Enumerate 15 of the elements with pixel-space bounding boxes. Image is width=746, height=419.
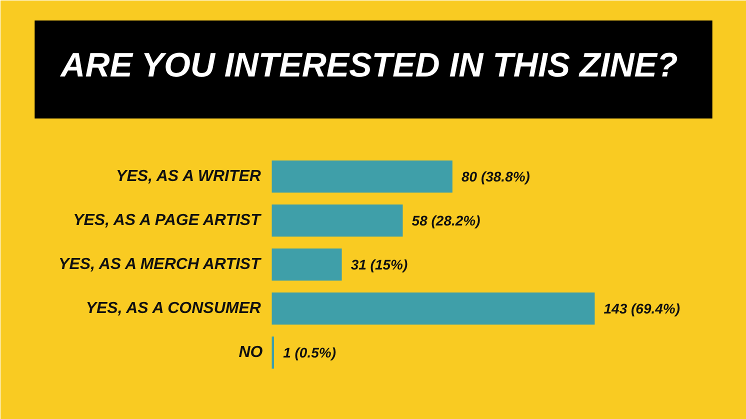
chart-title: ARE YOU INTERESTED IN THIS ZINE? [60,46,678,84]
bar [272,292,595,325]
data-label: 58 (28.2%) [412,212,481,229]
data-label: 80 (38.8%) [461,168,530,185]
bar [272,204,403,237]
data-label: 143 (69.4%) [604,300,680,317]
y-tick-label: YES, AS A CONSUMER [86,300,262,318]
data-label: 31 (15%) [350,256,408,273]
data-label: 1 (0.5%) [283,344,336,361]
y-tick-label: YES, AS A MERCH ARTIST [58,256,262,274]
bar [272,160,452,193]
y-tick-label: YES, AS A WRITER [116,168,262,186]
bar [272,248,342,281]
y-tick-label: NO [238,344,264,362]
y-tick-label: YES, AS A PAGE ARTIST [73,212,262,230]
